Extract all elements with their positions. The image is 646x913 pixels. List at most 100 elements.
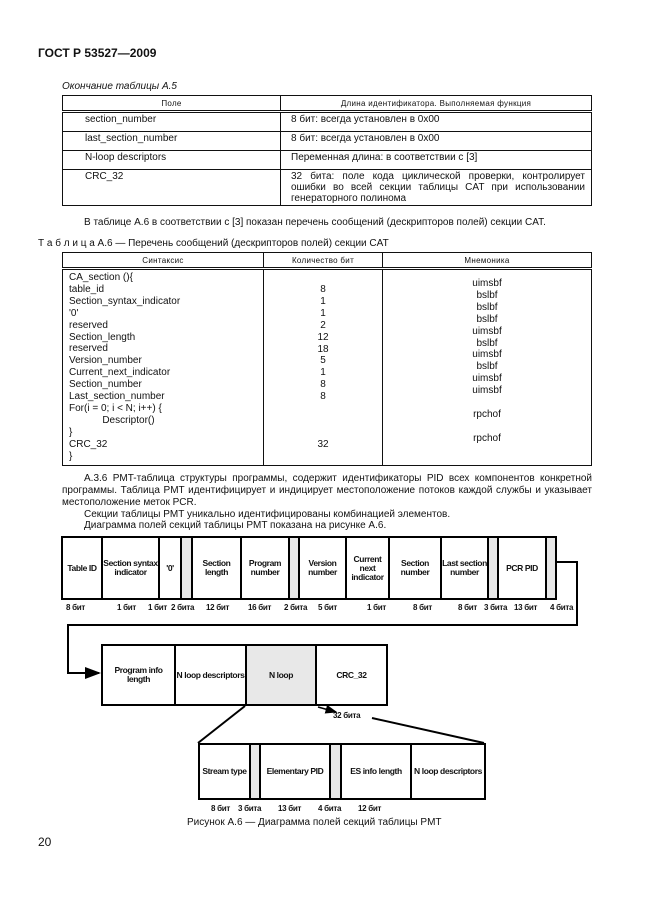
table-header: Поле xyxy=(62,95,281,113)
table-line: bslbf xyxy=(476,337,498,349)
table-line: 1 xyxy=(320,307,326,319)
table-line: CRC_32 xyxy=(69,438,108,450)
bit-count-label: 8 бит xyxy=(66,603,85,612)
field-label: Current next indicator xyxy=(351,553,384,582)
table-line: 2 xyxy=(320,319,326,331)
field-box: N loop xyxy=(245,644,317,706)
paragraph: Секции таблицы PMT уникально идентифицир… xyxy=(84,509,451,520)
table-column-cell: uimsbf bslbf bslbf bslbf uimsbf bslbf uimsbf bs… xyxy=(382,268,592,466)
field-label: N loop descriptors xyxy=(414,766,482,776)
table-a5: Поле Длина идентификатора. Выполняемая фу… xyxy=(62,95,592,206)
field-label: Last section number xyxy=(442,558,487,577)
field-label: Section length xyxy=(202,558,231,577)
bit-count-label: 8 бит xyxy=(211,804,230,813)
table-line: bslbf xyxy=(476,301,498,313)
field-label: Section number xyxy=(400,558,430,577)
bit-count-label: 1 бит xyxy=(367,603,386,612)
field-label: Elementary PID xyxy=(266,766,324,776)
table-cell: CRC_32 xyxy=(62,169,281,206)
table-header: Длина идентификатора. Выполняемая функци… xyxy=(280,95,592,113)
bit-count-label: 16 бит xyxy=(248,603,272,612)
connector-line xyxy=(317,704,338,714)
field-label: PCR PID xyxy=(506,562,538,573)
table-line: bslbf xyxy=(476,361,498,373)
field-label: CRC_32 xyxy=(336,669,367,680)
table-line: Section_length xyxy=(69,331,136,343)
bit-count-label: 32 бита xyxy=(333,711,361,720)
field-box: Last section number xyxy=(440,536,489,600)
table-column-cell: CA_section (){table_id Section_syntax_ind… xyxy=(62,268,264,466)
field-label: ES info length xyxy=(350,766,402,776)
bit-count-label: 8 бит xyxy=(413,603,432,612)
table-line: uimsbf xyxy=(472,373,502,385)
bit-count-label: 12 бит xyxy=(206,603,230,612)
bit-count-label: 2 бита xyxy=(284,603,308,612)
table-line: uimsbf xyxy=(472,385,502,397)
table-line: Current_next_indicator xyxy=(69,367,171,379)
table-line: bslbf xyxy=(476,313,498,325)
field-box: N loop descriptors xyxy=(410,743,486,800)
field-label: Version number xyxy=(308,558,337,577)
field-box: CRC_32 xyxy=(315,644,388,706)
table-row: CRC_32 32 бита: поле кода циклической про… xyxy=(62,169,592,206)
field-box: Section syntax indicator xyxy=(101,536,160,600)
field-label: Table ID xyxy=(67,562,97,573)
table-line: Section_number xyxy=(69,379,142,391)
table-line: Version_number xyxy=(69,355,142,367)
field-box: N loop descriptors xyxy=(174,644,247,706)
table-line: 1 xyxy=(320,295,326,307)
table-cell: 32 бита: поле кода циклической проверки,… xyxy=(280,169,592,206)
bit-count-label: 1 бит xyxy=(148,603,167,612)
paragraph: В таблице А.6 в соответствии с [3] показ… xyxy=(84,217,546,228)
bit-count-label: 12 бит xyxy=(358,804,382,813)
document-header: ГОСТ Р 53527—2009 xyxy=(38,46,157,60)
table-line: } xyxy=(69,426,73,438)
table-line: uimsbf xyxy=(472,349,502,361)
table-a5-caption: Окончание таблицы А.5 xyxy=(62,81,177,92)
table-line: rpchof xyxy=(473,408,501,420)
table-line: 8 xyxy=(320,284,326,295)
connector-line xyxy=(197,705,246,744)
table-line: '0' xyxy=(69,307,79,319)
table-line: reserved xyxy=(69,343,108,355)
field-box: Program number xyxy=(240,536,290,600)
table-line: bslbf xyxy=(476,289,498,301)
table-line: 32 xyxy=(317,438,329,450)
field-label: Section syntax indicator xyxy=(103,558,158,577)
bit-count-label: 3 бита xyxy=(238,804,262,813)
table-line: uimsbf xyxy=(472,278,502,289)
field-label: Program info length xyxy=(114,665,163,684)
table-row: last_section_number 8 бит: всегда установ… xyxy=(62,131,592,151)
table-line: For(i = 0; i < N; i++) { xyxy=(69,402,162,414)
field-box: ES info length xyxy=(340,743,412,800)
page-number: 20 xyxy=(38,835,52,849)
connector-line xyxy=(371,717,485,744)
bit-count-label: 2 бита xyxy=(171,603,195,612)
table-line: Last_section_number xyxy=(69,391,165,403)
connector-line xyxy=(67,561,578,679)
table-a6: Синтаксис Количество бит Мнемоника CA_sect… xyxy=(62,252,592,466)
bit-count-label: 4 бита xyxy=(550,603,574,612)
table-line: reserved xyxy=(69,319,108,331)
bit-count-label: 13 бит xyxy=(514,603,538,612)
field-label: '0' xyxy=(166,562,174,573)
table-line: 12 xyxy=(317,331,329,343)
table-line: Descriptor() xyxy=(69,414,155,426)
figure-caption: Рисунок А.6 — Диаграмма полей секций таб… xyxy=(187,817,442,828)
field-label: Program number xyxy=(248,558,282,577)
field-box: Program info length xyxy=(101,644,176,706)
bit-count-label: 5 бит xyxy=(318,603,337,612)
table-line: rpchof xyxy=(473,432,501,444)
field-label: N loop xyxy=(268,669,294,680)
table-a6-caption: Т а б л и ц а А.6 — Перечень сообщений (… xyxy=(38,238,389,249)
bit-count-label: 13 бит xyxy=(278,804,302,813)
table-line: 8 xyxy=(320,379,326,391)
table-column-cell: 8 1 1 2 12 18 5 1 8 8 32 xyxy=(263,268,383,466)
field-label: Stream type xyxy=(202,766,247,776)
bit-count-label: 4 бита xyxy=(318,804,342,813)
table-line: 1 xyxy=(320,367,326,379)
table-line: Section_syntax_indicator xyxy=(69,295,181,307)
table-header: Мнемоника xyxy=(382,252,592,270)
field-box: PCR PID xyxy=(497,536,547,600)
